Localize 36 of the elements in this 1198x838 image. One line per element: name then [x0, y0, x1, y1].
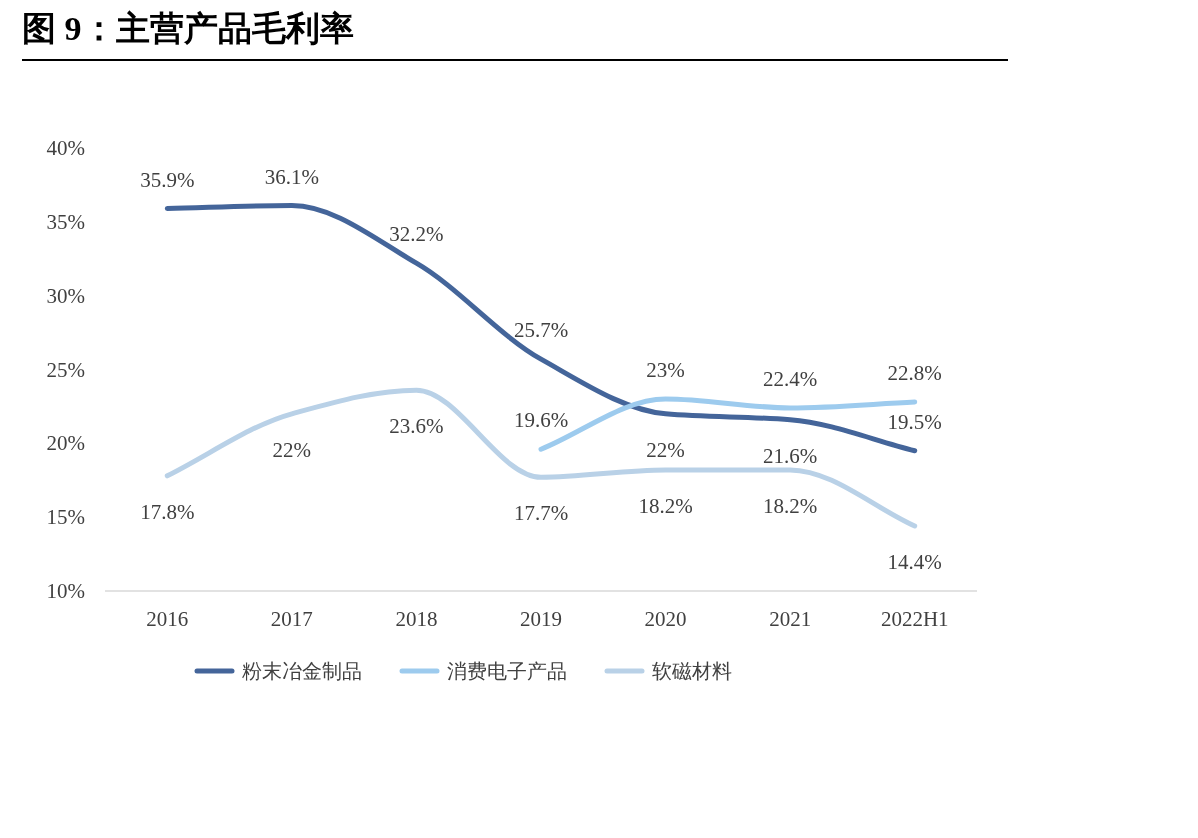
y-tick-label: 15%	[46, 505, 85, 530]
x-tick-label: 2021	[769, 607, 812, 631]
data-label: 23.6%	[389, 414, 444, 439]
legend-label: 软磁材料	[652, 659, 732, 683]
y-tick-label: 30%	[46, 283, 85, 308]
y-tick-label: 40%	[46, 136, 85, 160]
data-label: 22.4%	[763, 366, 818, 391]
data-label: 19.5%	[887, 409, 942, 434]
legend-label: 粉末冶金制品	[242, 659, 362, 683]
y-tick-label: 25%	[46, 357, 85, 382]
y-tick-label: 10%	[46, 579, 85, 603]
data-label: 22%	[646, 437, 685, 462]
data-label: 35.9%	[140, 167, 195, 192]
x-tick-label: 2020	[644, 607, 687, 631]
y-tick-label: 20%	[46, 431, 85, 456]
x-tick-label: 2018	[395, 607, 438, 631]
data-label: 32.2%	[389, 222, 444, 247]
data-label: 22%	[272, 437, 312, 462]
chart-title: 图 9：主营产品毛利率	[22, 10, 354, 47]
data-label: 18.2%	[763, 493, 818, 518]
data-label: 23%	[646, 358, 685, 383]
data-label: 14.4%	[887, 550, 942, 575]
data-label: 18.2%	[638, 493, 693, 518]
y-tick-label: 35%	[46, 209, 85, 234]
data-label: 36.1%	[264, 164, 319, 189]
x-tick-label: 2017	[270, 607, 313, 631]
data-label: 21.6%	[763, 443, 818, 468]
x-tick-label: 2016	[146, 607, 189, 631]
data-label: 25.7%	[513, 318, 569, 343]
x-tick-label: 2019	[520, 607, 562, 631]
data-label: 17.8%	[140, 499, 195, 524]
data-label: 17.7%	[513, 501, 569, 526]
data-label: 19.6%	[513, 408, 569, 433]
data-label: 22.8%	[887, 360, 942, 385]
legend-label: 消费电子产品	[447, 659, 567, 683]
x-tick-label: 2022H1	[880, 607, 949, 631]
